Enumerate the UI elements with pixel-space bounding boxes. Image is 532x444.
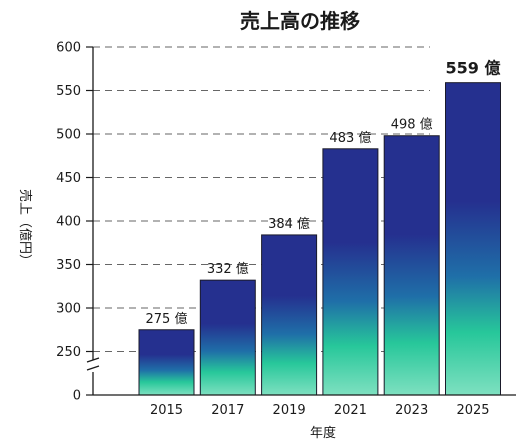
y-tick-label-300: 300	[56, 302, 81, 317]
bar-2025	[445, 82, 501, 396]
x-axis-ticks: 2015 2017 2019 2021 2023 2025	[150, 403, 490, 418]
x-tick-label-2015: 2015	[150, 403, 183, 418]
bar-data-labels: 275 億 332 億 384 億 483 億 498 億 559 億	[146, 59, 501, 327]
y-tick-label-400: 400	[56, 215, 81, 230]
axis-break-mark-bottom	[86, 365, 100, 371]
axes	[86, 47, 516, 396]
bar-2021	[322, 148, 379, 396]
y-tick-label-450: 450	[56, 171, 81, 186]
bar-2023	[383, 135, 440, 396]
x-axis-label: 年度	[310, 425, 336, 441]
y-axis-ticks: 0 250 300 350 400 450 500 550 600	[56, 41, 93, 404]
y-tick-label-500: 500	[56, 128, 81, 143]
x-tick-label-2019: 2019	[273, 403, 306, 418]
y-tick-label-600: 600	[56, 41, 81, 56]
y-tick-label-0: 0	[73, 389, 81, 404]
bars	[138, 82, 501, 396]
y-tick-label-550: 550	[56, 84, 81, 99]
data-label-2021: 483 億	[329, 130, 371, 146]
x-tick-label-2025: 2025	[456, 403, 489, 418]
bar-2015	[138, 329, 195, 396]
data-label-2023: 498 億	[391, 117, 433, 133]
x-tick-label-2017: 2017	[211, 403, 244, 418]
data-label-2015: 275 億	[146, 311, 188, 327]
chart-title: 売上高の推移	[240, 9, 360, 33]
y-axis-label: 売上（億円）	[17, 189, 33, 267]
x-tick-label-2021: 2021	[334, 403, 367, 418]
bar-2019	[261, 234, 318, 396]
y-tick-label-350: 350	[56, 258, 81, 273]
y-tick-label-250: 250	[56, 345, 81, 360]
axis-break-mark-top	[86, 357, 100, 363]
data-label-2017: 332 億	[207, 261, 249, 277]
data-label-2019: 384 億	[268, 216, 310, 232]
bar-2017	[199, 279, 256, 396]
data-label-2025: 559 億	[446, 59, 501, 78]
x-tick-label-2023: 2023	[395, 403, 428, 418]
